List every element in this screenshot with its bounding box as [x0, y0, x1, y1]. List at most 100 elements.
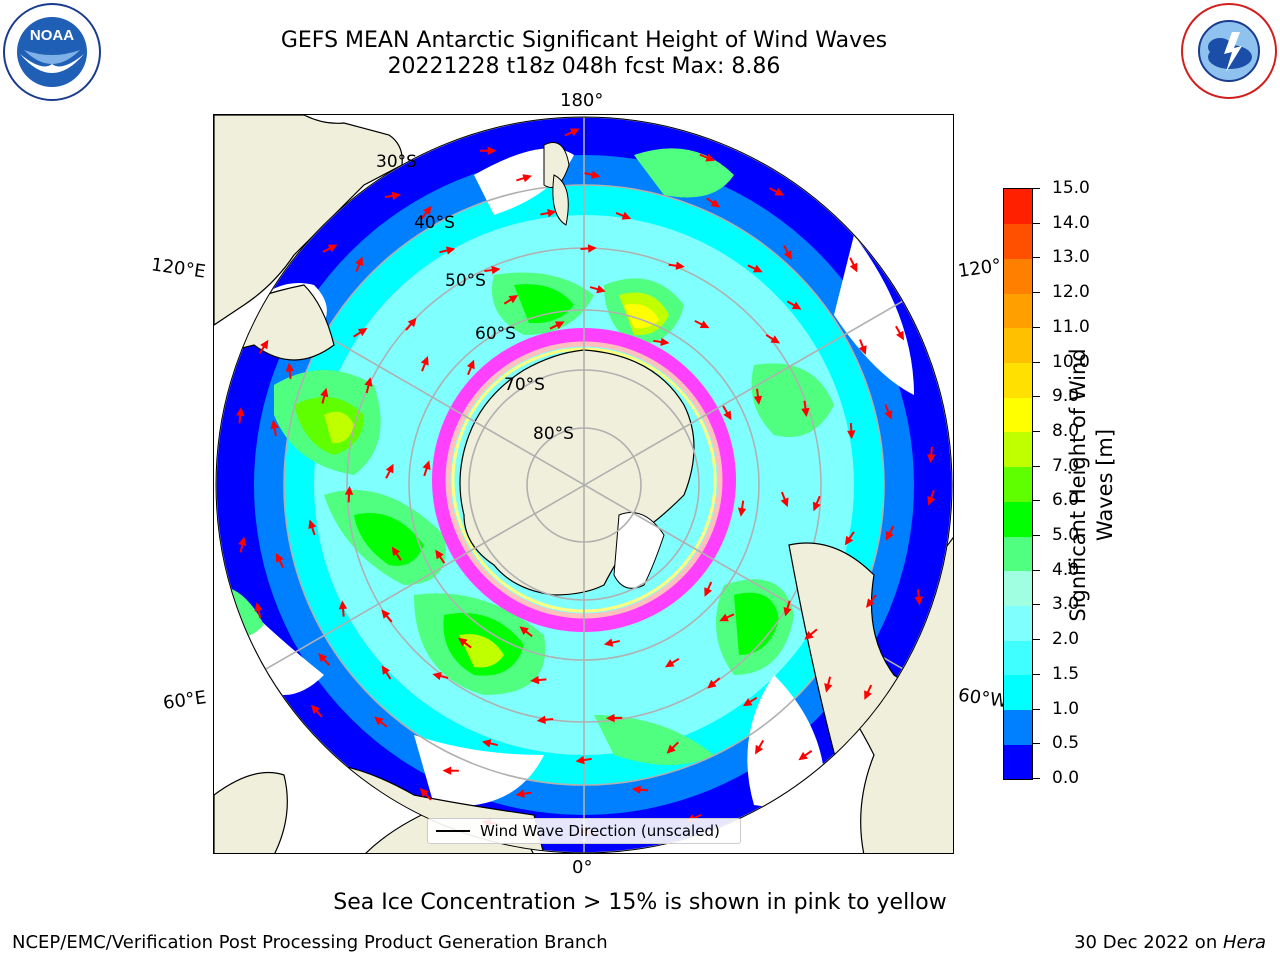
- colorbar-tick-label: 4.0: [1052, 559, 1080, 580]
- wave-direction-arrowhead: [844, 535, 854, 546]
- lon-label-120w: 120°: [956, 255, 1003, 282]
- lon-label-60e: 60°E: [161, 687, 208, 714]
- wave-direction-arrowhead: [707, 679, 717, 689]
- wave-direction-arrowhead: [596, 285, 606, 294]
- colorbar-segment: [1004, 223, 1032, 259]
- date-line: 30 Dec 2022 on Hera: [1074, 932, 1266, 953]
- colorbar-tick-mark: [1033, 292, 1040, 294]
- wave-direction-arrowhead: [519, 626, 529, 635]
- polar-map: [213, 114, 954, 854]
- colorbar-tick-label: 8.0: [1052, 420, 1080, 441]
- colorbar-tick-mark: [1033, 708, 1040, 710]
- colorbar-segment: [1004, 362, 1032, 398]
- wave-direction-arrowhead: [432, 672, 442, 681]
- colorbar-tick-mark: [1033, 535, 1040, 537]
- wave-direction-arrowhead: [466, 359, 475, 370]
- colorbar-segment: [1004, 327, 1032, 364]
- colorbar-segment: [1004, 189, 1032, 225]
- wave-direction-arrowhead: [864, 690, 872, 700]
- wave-direction-arrowhead: [774, 187, 785, 196]
- wave-direction-arrowhead: [435, 549, 444, 560]
- wave-direction-arrowhead: [927, 454, 936, 464]
- wave-direction-arrowhead: [812, 501, 821, 512]
- wave-direction-arrowhead: [522, 174, 532, 183]
- wave-direction-arrowhead: [885, 530, 894, 541]
- colorbar-tick-mark: [1033, 673, 1040, 675]
- colorbar-tick-label: 1.0: [1052, 698, 1080, 719]
- colorbar-tick-mark: [1033, 188, 1040, 189]
- wave-direction-arrowhead: [675, 261, 685, 270]
- lat-label-80s: 80°S: [533, 424, 574, 444]
- colorbar-tick-label: 2.0: [1052, 629, 1080, 650]
- wave-direction-arrowhead: [753, 264, 763, 273]
- wave-direction-arrowhead: [385, 463, 394, 474]
- legend-line-icon: [436, 830, 470, 832]
- colorbar-tick-mark: [1033, 396, 1040, 398]
- wave-direction-arrowhead: [783, 250, 792, 260]
- wave-direction-arrowhead: [704, 587, 712, 597]
- wave-direction-arrowhead: [442, 766, 452, 775]
- wave-direction-arrowhead: [554, 321, 565, 330]
- colorbar-segment: [1004, 709, 1032, 745]
- wave-direction-arrowhead: [849, 262, 858, 273]
- lat-label-30s: 30°S: [376, 152, 417, 172]
- colorbar-tick-label: 1.5: [1052, 663, 1080, 684]
- wave-direction-arrowhead: [536, 715, 546, 725]
- wave-direction-arrowhead: [276, 552, 284, 563]
- wave-direction-arrowhead: [847, 430, 856, 440]
- machine-name: Hera: [1222, 932, 1266, 953]
- colorbar-segment: [1004, 674, 1032, 711]
- wave-direction-arrowhead: [590, 170, 601, 179]
- wave-direction-arrowhead: [742, 698, 753, 707]
- wave-direction-arrowhead: [824, 683, 833, 693]
- colorbar-tick-mark: [1033, 222, 1040, 224]
- wave-direction-arrowhead: [896, 330, 905, 341]
- wave-direction-arrowhead: [719, 613, 729, 622]
- wave-direction-arrowhead: [530, 675, 540, 685]
- wave-direction-arrowhead: [318, 653, 328, 663]
- wave-direction-arrowhead: [381, 609, 391, 619]
- wave-direction-arrowhead: [884, 410, 893, 420]
- colorbar-tick-mark: [1033, 257, 1040, 259]
- legend-label: Wind Wave Direction (unscaled): [480, 822, 720, 840]
- wave-direction-arrowhead: [445, 246, 456, 255]
- wave-direction-arrowhead: [666, 744, 676, 754]
- wave-direction-arrowhead: [311, 704, 320, 715]
- wave-direction-arrowhead: [422, 460, 431, 470]
- sea-ice-note: Sea Ice Concentration > 15% is shown in …: [333, 890, 947, 915]
- colorbar-tick-label: 15.0: [1052, 178, 1090, 198]
- colorbar-tick-label: 3.0: [1052, 594, 1080, 615]
- lon-label-120e: 120°E: [149, 254, 207, 283]
- wave-direction-arrowhead: [357, 327, 368, 337]
- colorbar-tick-label: 10.0: [1052, 351, 1090, 372]
- wave-direction-arrowhead: [458, 637, 468, 647]
- colorbar-segment: [1004, 501, 1032, 537]
- lon-label-180: 180°: [560, 90, 604, 111]
- colorbar-segment: [1004, 293, 1032, 329]
- figure-title: GEFS MEAN Antarctic Significant Height o…: [280, 28, 888, 53]
- colorbar-tick-mark: [1033, 500, 1040, 502]
- wave-direction-arrowhead: [270, 419, 279, 430]
- wave-direction-arrowhead: [804, 630, 814, 640]
- wave-direction-arrowhead: [508, 294, 519, 304]
- colorbar-tick-label: 12.0: [1052, 282, 1090, 303]
- date-text: 30 Dec 2022 on: [1074, 932, 1223, 953]
- wave-direction-arrowhead: [737, 507, 747, 517]
- wave-direction-arrowhead: [381, 665, 390, 675]
- wave-direction-arrowhead: [603, 638, 614, 647]
- colorbar-tick-label: 14.0: [1052, 212, 1090, 233]
- colorbar-tick-mark: [1033, 361, 1040, 363]
- colorbar-tick-mark: [1033, 430, 1040, 432]
- noaa-logo: NOAA: [2, 2, 102, 102]
- wave-direction-arrowhead: [858, 345, 867, 355]
- colorbar-segment: [1004, 744, 1032, 780]
- wave-direction-arrowhead: [422, 205, 432, 216]
- wave-direction-arrowhead: [755, 744, 764, 755]
- colorbar-segment: [1004, 605, 1032, 641]
- colorbar-tick-mark: [1033, 604, 1040, 606]
- wave-direction-arrowhead: [236, 407, 245, 417]
- colorbar-segment: [1004, 397, 1032, 433]
- map-legend: Wind Wave Direction (unscaled): [427, 818, 741, 844]
- colorbar-tick-label: 5.0: [1052, 525, 1080, 546]
- lon-label-60w: 60°W: [956, 684, 1009, 713]
